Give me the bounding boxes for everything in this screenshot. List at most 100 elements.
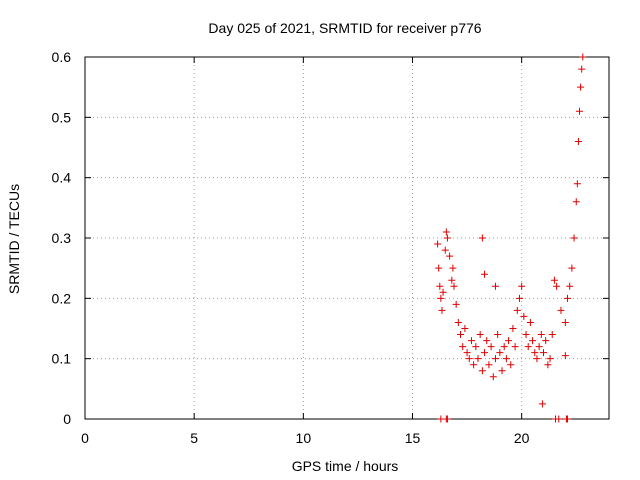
data-point: [481, 349, 489, 357]
data-point: [436, 282, 444, 290]
data-point: [502, 355, 510, 363]
x-axis-label: GPS time / hours: [292, 458, 399, 474]
data-point: [442, 228, 450, 236]
data-point: [550, 276, 558, 284]
data-point: [465, 355, 473, 363]
data-point: [533, 355, 541, 363]
data-point: [524, 343, 532, 351]
data-point: [439, 288, 447, 296]
data-point: [538, 400, 546, 408]
data-point: [579, 53, 587, 61]
data-point: [489, 373, 497, 381]
y-tick-label: 0.2: [52, 290, 72, 306]
grid-lines: [85, 57, 609, 419]
chart-title: Day 025 of 2021, SRMTID for receiver p77…: [208, 20, 481, 36]
data-point: [498, 367, 506, 375]
data-point: [491, 355, 499, 363]
x-axis: 0 5 10 15 20: [81, 57, 530, 446]
data-point: [454, 318, 462, 326]
data-point: [564, 415, 572, 423]
data-point: [476, 331, 484, 339]
data-point: [529, 337, 537, 345]
data-point: [481, 270, 489, 278]
data-point: [448, 276, 456, 284]
data-point: [461, 325, 469, 332]
data-point: [535, 343, 543, 351]
x-tick-label: 5: [190, 430, 198, 446]
data-point: [576, 107, 584, 115]
data-point: [434, 240, 442, 248]
data-point: [526, 318, 534, 326]
data-point: [566, 282, 574, 290]
data-point: [500, 343, 508, 351]
data-point: [474, 355, 482, 363]
x-tick-label: 10: [296, 430, 312, 446]
y-axis: 0 0.1 0.2 0.3 0.4 0.5 0.6: [52, 49, 609, 427]
data-point: [438, 306, 446, 314]
data-point: [557, 306, 565, 314]
data-point: [522, 331, 530, 339]
data-point: [467, 337, 475, 345]
data-point: [487, 343, 495, 351]
data-points: [434, 53, 587, 423]
data-point: [515, 294, 523, 302]
data-point: [507, 361, 515, 369]
data-point: [478, 234, 486, 242]
data-point: [561, 352, 569, 360]
data-point: [478, 367, 486, 375]
data-point: [542, 337, 550, 345]
data-point: [459, 343, 467, 351]
data-point: [496, 349, 504, 357]
data-point: [520, 312, 528, 320]
data-point: [450, 282, 458, 290]
data-point: [463, 349, 471, 357]
y-tick-label: 0.1: [52, 351, 72, 367]
data-point: [435, 264, 443, 272]
data-point: [544, 361, 552, 369]
data-point: [572, 198, 580, 206]
data-point: [568, 264, 576, 272]
data-point: [494, 331, 502, 339]
data-point: [505, 337, 513, 345]
data-point: [472, 343, 480, 351]
data-point: [437, 294, 445, 302]
y-axis-label: SRMTID / TECUs: [6, 184, 22, 294]
data-point: [548, 331, 556, 339]
x-tick-label: 15: [405, 430, 421, 446]
data-point: [511, 343, 519, 351]
data-point: [537, 331, 545, 339]
data-point: [446, 252, 454, 260]
data-point: [441, 246, 449, 254]
data-point: [564, 294, 572, 302]
data-point: [470, 361, 478, 369]
data-point: [443, 415, 451, 423]
plot-frame: [84, 56, 610, 420]
data-point: [513, 306, 521, 314]
y-tick-label: 0.3: [52, 230, 72, 246]
data-point: [485, 361, 493, 369]
data-point: [518, 282, 526, 290]
data-point: [531, 349, 539, 357]
data-point: [540, 349, 547, 357]
x-tick-label: 20: [514, 430, 530, 446]
data-point: [457, 331, 465, 339]
data-point: [449, 264, 457, 272]
data-point: [443, 234, 451, 242]
data-point: [561, 318, 569, 326]
x-tick-label: 0: [81, 430, 89, 446]
data-point: [546, 355, 554, 363]
y-tick-label: 0.5: [52, 109, 72, 125]
data-point: [573, 180, 581, 188]
data-point: [577, 83, 585, 91]
data-point: [574, 137, 582, 145]
data-point: [509, 325, 517, 332]
data-point: [491, 282, 499, 290]
y-tick-label: 0.4: [52, 170, 72, 186]
data-point: [570, 234, 578, 242]
data-point: [553, 282, 561, 290]
data-point: [452, 300, 460, 308]
data-point: [578, 65, 586, 73]
y-tick-label: 0: [63, 411, 71, 427]
data-point: [483, 337, 491, 345]
y-tick-label: 0.6: [52, 49, 72, 65]
